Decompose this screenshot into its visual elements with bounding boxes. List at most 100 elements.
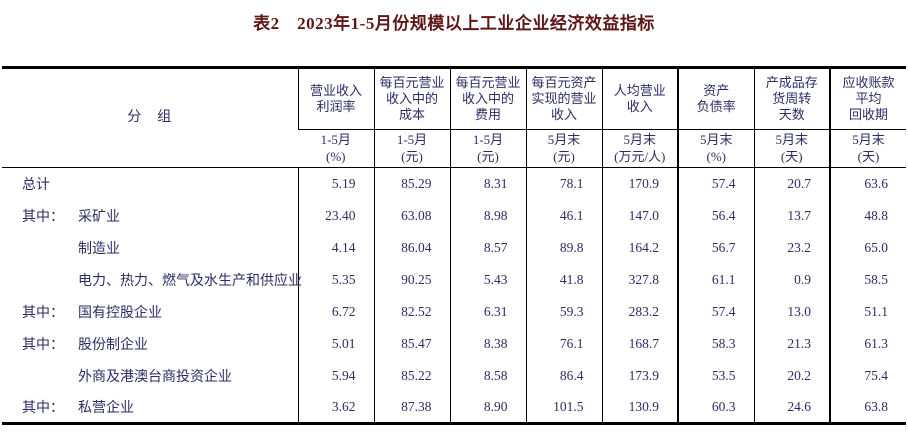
value-cell: 6.31 [449,295,526,328]
value-cell: 3.62 [297,391,374,424]
value-cell: 65.0 [829,231,906,264]
value-cell: 6.72 [297,295,374,328]
row-label: 其中： 股份制企业 [2,328,298,360]
row-label-prefix: 其中： [22,209,64,225]
indicators-table: 分 组 营业收入 利润率 每百元营业 收入中的 成本 每百元营业 收入中的 费用 每百… [2,66,906,425]
value-cell: 13.0 [753,295,830,328]
value-cell: 85.29 [373,167,450,200]
table-row: 其中： 国有控股企业 6.72 82.52 6.31 59.3 283.2 57.4 13.0 5… [2,295,906,328]
value-cell: 327.8 [601,263,678,296]
row-label: 其中： 采矿业 [2,200,298,232]
value-cell: 5.01 [297,327,374,360]
value-cell: 59.3 [525,295,602,328]
value-cell: 87.38 [373,391,450,424]
column-unit: 5月末 (天) [829,129,906,168]
value-cell: 8.98 [449,199,526,232]
value-cell: 23.40 [297,199,374,232]
column-unit: 1-5月 (%) [298,129,374,168]
row-label: 其中： 私营企业 [2,392,298,424]
value-cell: 86.4 [525,359,602,392]
column-unit: 5月末 (元) [525,129,602,168]
value-cell: 46.1 [525,199,602,232]
column-header: 人均营业 收入 [601,67,678,130]
value-cell: 86.04 [373,231,450,264]
value-cell: 85.47 [373,327,450,360]
value-cell: 90.25 [373,263,450,296]
row-label-text: 外商及港澳台商投资企业 [78,369,232,385]
value-cell: 8.58 [449,359,526,392]
table-row: 电力、热力、燃气及水生产和供应业 5.35 90.25 5.43 41.8 327.8 61… [2,263,906,296]
value-cell: 101.5 [525,391,602,424]
table-row: 其中： 私营企业 3.62 87.38 8.90 101.5 130.9 60.3 24.6 63… [2,391,906,424]
value-cell: 8.57 [449,231,526,264]
table-body: 总计 5.19 85.29 8.31 78.1 170.9 57.4 20.7 63.6 其中：采… [2,167,906,424]
value-cell: 53.5 [677,359,754,392]
column-header: 应收账款 平均 回收期 [829,67,906,130]
value-cell: 0.9 [753,263,830,296]
row-label-prefix: 其中： [22,337,64,353]
table-row: 其中： 采矿业 23.40 63.08 8.98 46.1 147.0 56.4 13.7 48.… [2,199,906,232]
value-cell: 8.38 [449,327,526,360]
column-header: 每百元营业 收入中的 费用 [449,67,526,130]
value-cell: 5.19 [297,167,374,200]
row-label: 外商及港澳台商投资企业 [2,360,298,392]
row-label: 总计 [2,168,298,200]
value-cell: 63.8 [829,391,906,424]
table-row: 外商及港澳台商投资企业 5.94 85.22 8.58 86.4 173.9 53.5 20.… [2,359,906,392]
column-unit: 5月末 (万元/人) [601,129,678,168]
value-cell: 8.90 [449,391,526,424]
value-cell: 89.8 [525,231,602,264]
column-header: 资产 负债率 [677,67,754,130]
row-label-text: 国有控股企业 [78,305,162,321]
column-header: 营业收入 利润率 [297,67,374,130]
value-cell: 61.1 [677,263,754,296]
value-cell: 283.2 [601,295,678,328]
row-label: 其中： 国有控股企业 [2,296,298,328]
row-label-prefix: 其中： [22,305,64,321]
value-cell: 78.1 [525,167,602,200]
value-cell: 41.8 [525,263,602,296]
column-unit: 5月末 (%) [677,129,754,168]
value-cell: 5.35 [297,263,374,296]
table-title: 表2 2023年1-5月份规模以上工业企业经济效益指标 [253,14,655,33]
value-cell: 58.3 [677,327,754,360]
value-cell: 147.0 [601,199,678,232]
value-cell: 63.08 [373,199,450,232]
statistical-report-page: 表2 2023年1-5月份规模以上工业企业经济效益指标 分 组 营业收入 利润率… [2,14,906,425]
value-cell: 60.3 [677,391,754,424]
value-cell: 8.31 [449,167,526,200]
value-cell: 130.9 [601,391,678,424]
table-header: 分 组 营业收入 利润率 每百元营业 收入中的 成本 每百元营业 收入中的 费用 每百… [2,67,906,168]
value-cell: 48.8 [829,199,906,232]
group-column-header: 分 组 [2,67,298,168]
value-cell: 4.14 [297,231,374,264]
value-cell: 57.4 [677,295,754,328]
column-header: 产成品存 货周转 天数 [753,67,830,130]
row-label-text: 私营企业 [78,400,134,416]
value-cell: 75.4 [829,359,906,392]
value-cell: 61.3 [829,327,906,360]
row-label-text: 采矿业 [78,209,120,225]
value-cell: 20.2 [753,359,830,392]
row-label-prefix: 其中： [22,400,64,416]
value-cell: 173.9 [601,359,678,392]
table-row: 总计 5.19 85.29 8.31 78.1 170.9 57.4 20.7 63.6 [2,167,906,200]
value-cell: 5.94 [297,359,374,392]
value-cell: 56.4 [677,199,754,232]
value-cell: 82.52 [373,295,450,328]
row-label-text: 总计 [22,177,50,193]
value-cell: 23.2 [753,231,830,264]
value-cell: 76.1 [525,327,602,360]
header-row-units: 1-5月 (%) 1-5月 (元) 1-5月 (元) 5月末 (元) 5月末 (万元/人… [2,129,906,168]
row-label: 电力、热力、燃气及水生产和供应业 [2,264,302,296]
column-unit: 1-5月 (元) [373,129,450,168]
value-cell: 5.43 [449,263,526,296]
value-cell: 20.7 [753,167,830,200]
column-unit: 1-5月 (元) [449,129,526,168]
row-label-text: 股份制企业 [78,337,148,353]
value-cell: 51.1 [829,295,906,328]
value-cell: 13.7 [753,199,830,232]
column-header: 每百元营业 收入中的 成本 [373,67,450,130]
value-cell: 164.2 [601,231,678,264]
column-header: 每百元资产 实现的营业 收入 [525,67,602,130]
